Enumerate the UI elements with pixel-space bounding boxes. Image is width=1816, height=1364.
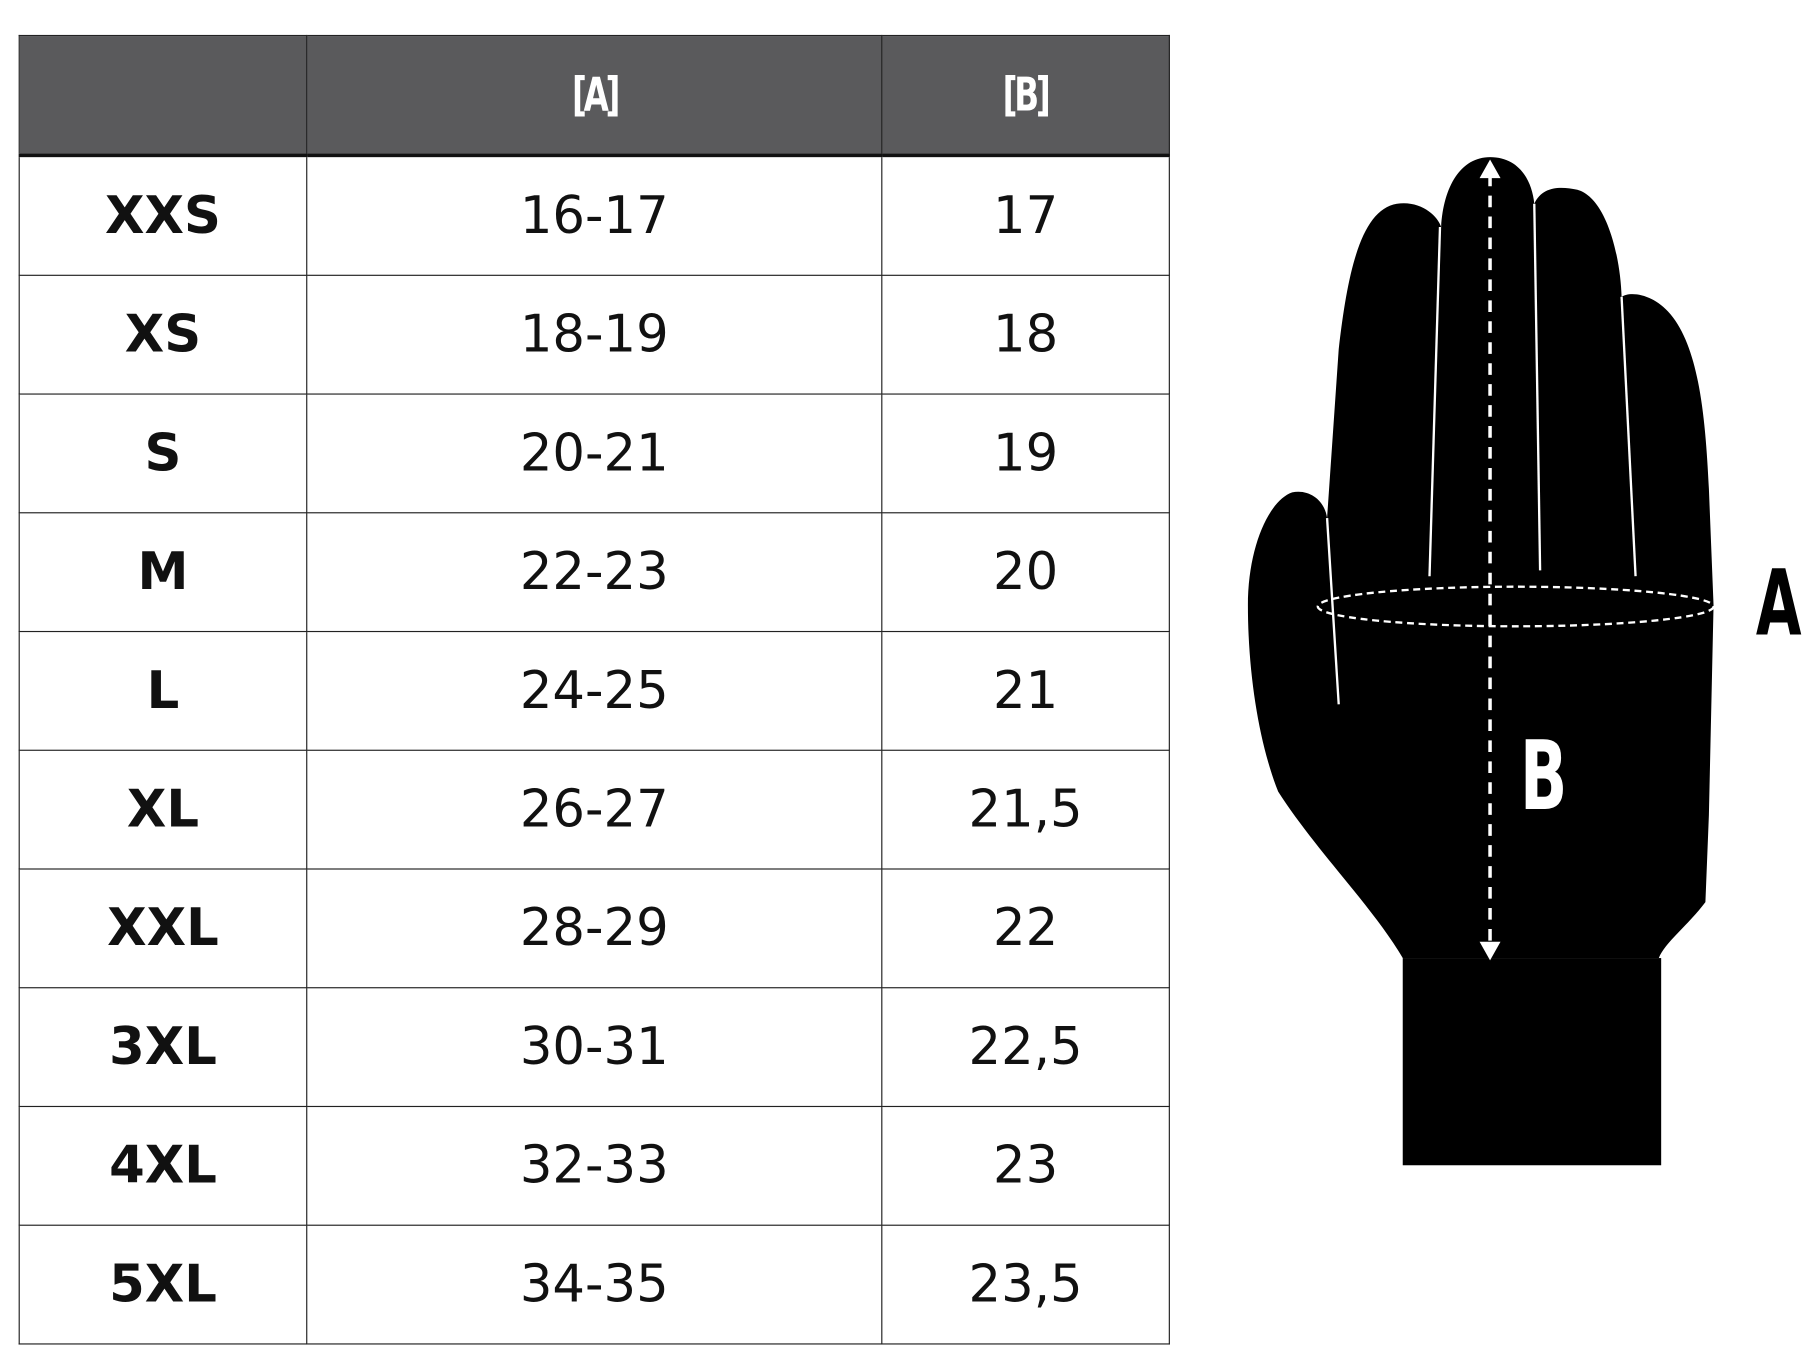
a-value: 26-27: [306, 749, 883, 870]
size-table: [A] [B] XXS 16-17 17 XS 18-19 18 S 20-21 19 M 22-2…: [18, 34, 1170, 1345]
size-label: S: [18, 393, 308, 514]
b-value: 21,5: [881, 749, 1170, 870]
size-label: 3XL: [18, 987, 308, 1108]
b-value: 23: [881, 1105, 1170, 1226]
b-value: 21: [881, 630, 1170, 751]
size-label: 4XL: [18, 1105, 308, 1226]
size-label: L: [18, 630, 308, 751]
header-size: [18, 34, 308, 158]
size-label: 5XL: [18, 1224, 308, 1345]
header-b: [B]: [881, 34, 1170, 158]
a-value: 30-31: [306, 987, 883, 1108]
table-row: XXL 28-29 22: [18, 868, 1170, 989]
label-a: A: [1756, 551, 1802, 657]
b-value: 18: [881, 274, 1170, 395]
table-row: XL 26-27 21,5: [18, 749, 1170, 870]
table-row: M 22-23 20: [18, 512, 1170, 633]
b-value: 23,5: [881, 1224, 1170, 1345]
a-value: 28-29: [306, 868, 883, 989]
arrow-down-icon: [1479, 941, 1501, 961]
glove-hand-shape: [1247, 157, 1714, 959]
b-value: 17: [881, 154, 1170, 276]
table-header-row: [A] [B]: [18, 34, 1170, 158]
table-row: XXS 16-17 17: [18, 154, 1170, 276]
a-value: 32-33: [306, 1105, 883, 1226]
finger-seams: [1325, 203, 1637, 705]
a-value: 22-23: [306, 512, 883, 633]
table-row: 5XL 34-35 23,5: [18, 1224, 1170, 1345]
b-value: 22: [881, 868, 1170, 989]
a-value: 20-21: [306, 393, 883, 514]
glove-cuff: [1402, 958, 1662, 1166]
table-row: XS 18-19 18: [18, 274, 1170, 395]
table-row: L 24-25 21: [18, 630, 1170, 751]
arrow-up-icon: [1479, 159, 1501, 179]
a-value: 16-17: [306, 154, 883, 276]
label-b: B: [1520, 720, 1567, 831]
measurement-a-circumference: [1316, 585, 1715, 628]
a-value: 24-25: [306, 630, 883, 751]
size-label: XXL: [18, 868, 308, 989]
table-row: S 20-21 19: [18, 393, 1170, 514]
a-value: 34-35: [306, 1224, 883, 1345]
table-row: 4XL 32-33 23: [18, 1105, 1170, 1226]
header-a: [A]: [306, 34, 883, 158]
a-value: 18-19: [306, 274, 883, 395]
